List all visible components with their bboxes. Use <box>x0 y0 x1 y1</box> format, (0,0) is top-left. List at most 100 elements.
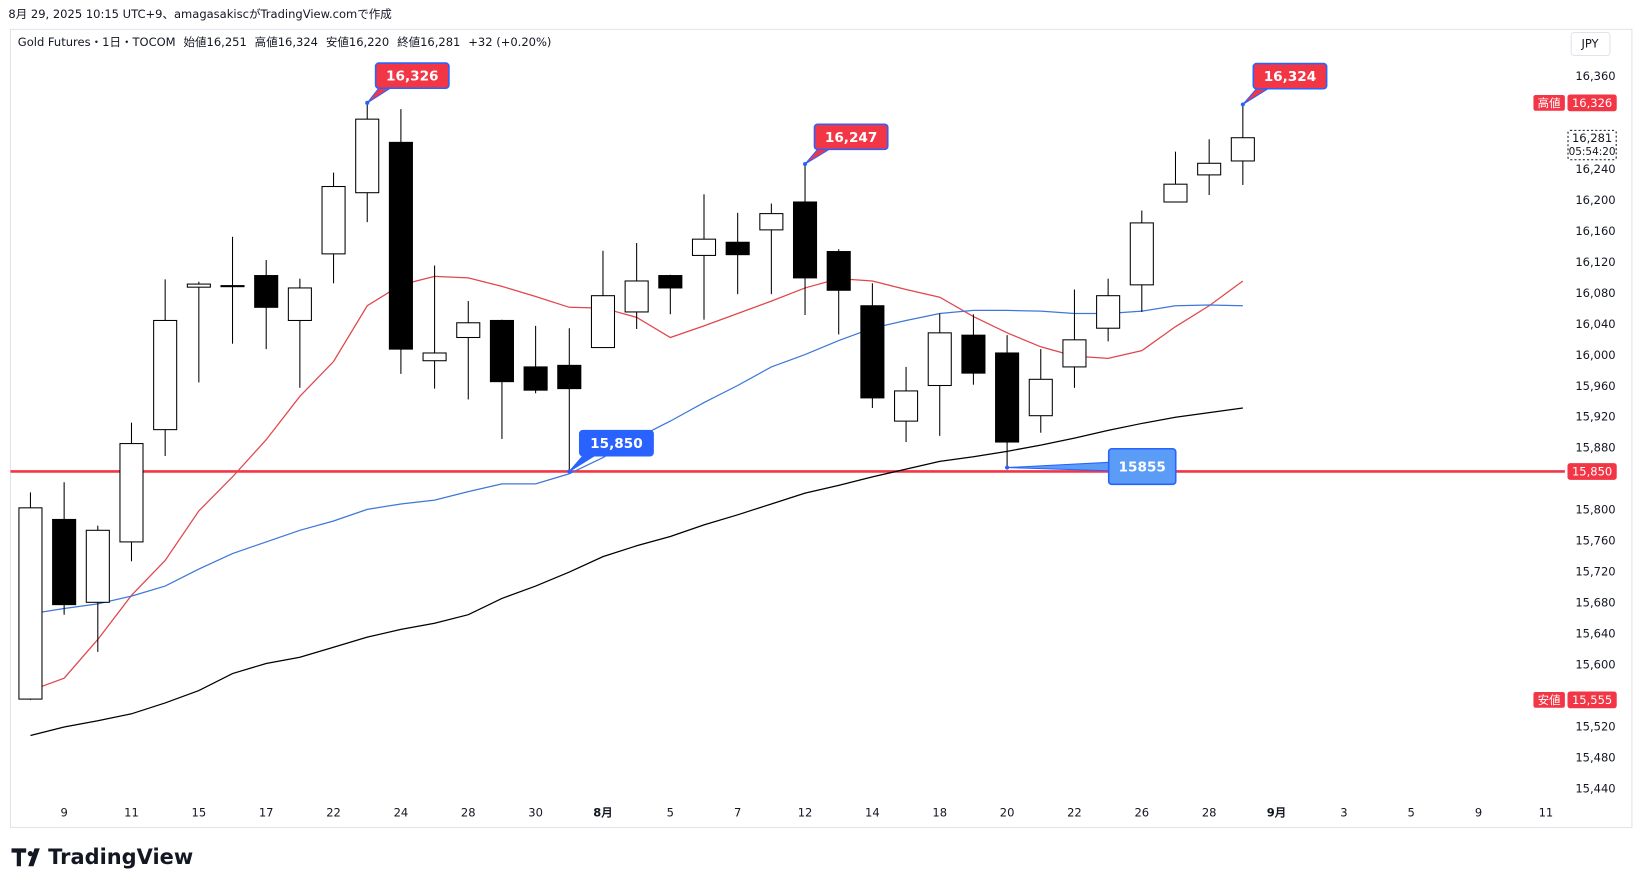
y-tick-label: 15,720 <box>1575 565 1615 579</box>
symbol: Gold Futures・1日・TOCOM <box>18 34 176 48</box>
candle-body <box>287 287 312 321</box>
x-tick-label: 28 <box>461 805 476 819</box>
callout-anchor <box>1240 102 1245 107</box>
callout-anchor <box>802 161 808 167</box>
candle-body <box>1197 162 1222 176</box>
candle-body <box>254 275 279 308</box>
candle-body <box>658 275 683 289</box>
callout: 16,326 <box>365 62 450 105</box>
candle-body <box>894 390 919 422</box>
x-tick-label: 12 <box>798 805 813 819</box>
candle-body <box>826 251 851 291</box>
caption: 8月 29, 2025 10:15 UTC+9、amagasakiscがTrad… <box>8 7 392 21</box>
callout-label: 15855 <box>1119 460 1166 476</box>
callout-anchor <box>365 100 370 105</box>
callout-label: 16,247 <box>825 130 878 146</box>
x-tick-label: 9月 <box>1267 805 1287 819</box>
price-tag-label: 16,326 <box>1572 96 1612 110</box>
y-tick-label: 15,520 <box>1575 719 1615 733</box>
candle-body <box>759 213 784 231</box>
price-tag-label: 15,850 <box>1572 464 1612 478</box>
y-tick-label: 15,920 <box>1575 410 1615 424</box>
candle-body <box>860 305 885 399</box>
candle-body <box>422 352 447 362</box>
currency[interactable]: JPY <box>1580 36 1599 50</box>
candle-body <box>927 332 952 387</box>
ohlc-open: 始値16,251 <box>183 34 246 48</box>
chart-frame <box>9 28 1633 829</box>
y-tick-label: 15,760 <box>1575 534 1615 548</box>
y-tick-label: 16,360 <box>1575 69 1615 83</box>
y-tick-label: 16,160 <box>1575 224 1615 238</box>
ohlc-low: 安値16,220 <box>326 34 389 48</box>
x-tick-label: 7 <box>734 805 741 819</box>
callout-anchor <box>567 469 572 474</box>
price-tag <box>1567 129 1617 161</box>
change: +32 (+0.20%) <box>468 34 551 48</box>
x-tick-label: 3 <box>1340 805 1347 819</box>
candle-body <box>52 518 77 606</box>
x-tick-label: 15 <box>192 805 207 819</box>
callout-label: 16,324 <box>1264 69 1317 85</box>
callout-box <box>578 429 654 457</box>
logo-mark <box>11 848 27 867</box>
candle-body <box>624 280 649 313</box>
y-tick-label: 16,080 <box>1575 286 1615 300</box>
candle-body <box>1028 378 1053 417</box>
ohlc-close: 終値16,281 <box>397 34 460 48</box>
y-tick-label: 16,000 <box>1575 348 1615 362</box>
candle-body <box>1096 295 1121 329</box>
x-tick-label: 20 <box>1000 805 1015 819</box>
y-tick-label: 16,120 <box>1575 255 1615 269</box>
price-tag-name-box <box>1533 692 1565 708</box>
currency-button[interactable] <box>1570 31 1611 57</box>
candle-body <box>557 364 582 390</box>
x-tick-label: 11 <box>124 805 139 819</box>
price-tag <box>1567 463 1617 480</box>
x-tick-label: 14 <box>865 805 880 819</box>
price-tag <box>1567 691 1617 709</box>
callout: 16,247 <box>802 123 889 167</box>
logo-mark <box>28 848 40 867</box>
y-tick-label: 15,880 <box>1575 441 1615 455</box>
logo-mark <box>27 851 33 857</box>
y-tick-label: 15,800 <box>1575 503 1615 517</box>
callout: 15855 <box>1005 447 1177 486</box>
callout-box <box>374 62 450 90</box>
x-tick-label: 9 <box>60 805 67 819</box>
ohlc-high: 高値16,324 <box>255 34 318 48</box>
y-tick-label: 15,680 <box>1575 596 1615 610</box>
x-tick-label: 5 <box>667 805 674 819</box>
candle-body <box>1230 137 1255 162</box>
candle-body <box>388 141 413 350</box>
x-tick-label: 26 <box>1134 805 1149 819</box>
candle-body <box>961 334 986 374</box>
x-tick-label: 28 <box>1202 805 1217 819</box>
price-tag-name: 高値 <box>1538 96 1562 110</box>
candle-body <box>792 201 818 279</box>
candle-body <box>355 118 380 194</box>
candle-body <box>456 322 481 339</box>
price-tag-label: 16,281 <box>1572 131 1612 145</box>
candle-body <box>590 295 616 349</box>
candle-body <box>725 241 750 256</box>
legend: Gold Futures・1日・TOCOM 始値16,251 高値16,324 … <box>18 34 552 48</box>
callout-box <box>813 123 889 151</box>
x-tick-label: 30 <box>528 805 543 819</box>
candle-body <box>119 443 144 543</box>
candle-body <box>153 319 178 431</box>
candle-body <box>186 283 211 288</box>
y-tick-label: 15,600 <box>1575 658 1615 672</box>
candle-body <box>1163 183 1188 203</box>
candle-body <box>1062 339 1087 368</box>
candle-body <box>489 319 514 383</box>
x-tick-label: 11 <box>1539 805 1554 819</box>
candle-body <box>691 238 717 256</box>
candle-body <box>18 507 43 700</box>
candle-body <box>85 529 110 603</box>
price-tag-label: 15,555 <box>1572 693 1612 707</box>
candle-body <box>321 185 346 255</box>
x-tick-label: 8月 <box>593 805 613 819</box>
